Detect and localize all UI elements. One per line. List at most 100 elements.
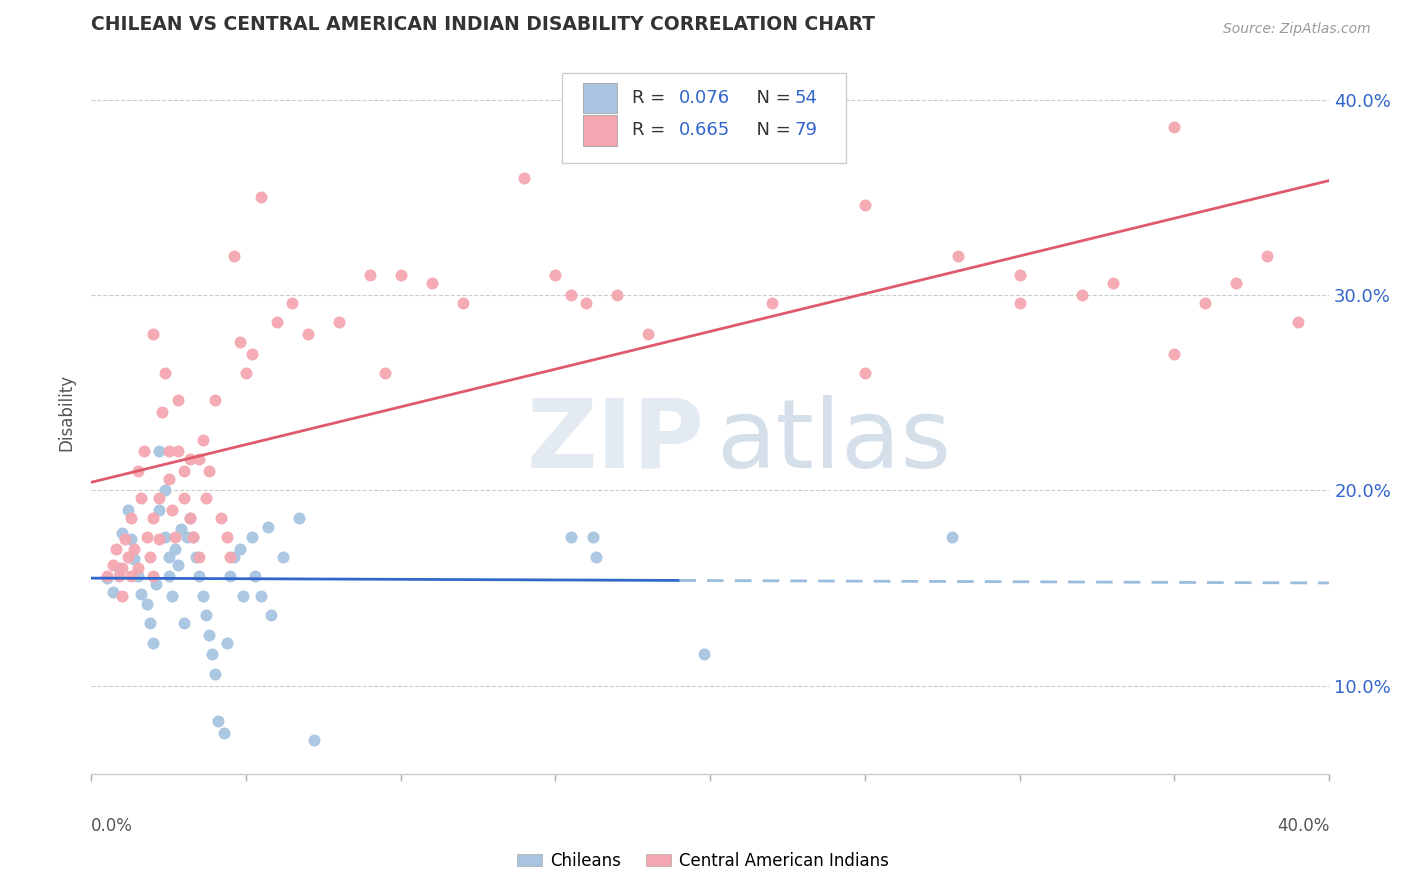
- Point: [1286, 315, 1309, 329]
- Text: 79: 79: [794, 121, 817, 139]
- Point: [219, 549, 242, 564]
- Point: [101, 585, 124, 599]
- Point: [120, 510, 142, 524]
- Point: [250, 190, 273, 204]
- Point: [1194, 295, 1216, 310]
- Point: [260, 608, 283, 623]
- Point: [108, 569, 131, 583]
- Point: [176, 530, 198, 544]
- Point: [163, 530, 186, 544]
- Point: [197, 628, 219, 642]
- Point: [359, 268, 381, 283]
- Point: [513, 170, 536, 185]
- Point: [281, 295, 304, 310]
- Point: [117, 549, 139, 564]
- Point: [129, 587, 152, 601]
- Point: [96, 569, 118, 583]
- Text: 0.0%: 0.0%: [91, 816, 134, 835]
- Point: [544, 268, 567, 283]
- Point: [166, 558, 188, 572]
- Point: [217, 636, 239, 650]
- Point: [114, 532, 136, 546]
- Y-axis label: Disability: Disability: [58, 374, 75, 450]
- Point: [302, 733, 325, 747]
- Point: [186, 549, 208, 564]
- Point: [194, 608, 217, 623]
- Point: [181, 530, 204, 544]
- Point: [127, 464, 149, 478]
- Text: 0.665: 0.665: [679, 121, 731, 139]
- Point: [148, 491, 170, 505]
- Point: [451, 295, 474, 310]
- Point: [229, 334, 252, 349]
- Point: [173, 464, 195, 478]
- Point: [209, 510, 232, 524]
- Point: [853, 198, 876, 212]
- Text: N =: N =: [745, 89, 796, 107]
- Point: [1225, 277, 1247, 291]
- Point: [157, 472, 180, 486]
- Point: [135, 530, 157, 544]
- Point: [142, 636, 165, 650]
- FancyBboxPatch shape: [582, 83, 617, 113]
- Point: [389, 268, 412, 283]
- Point: [188, 569, 211, 583]
- Point: [148, 444, 170, 458]
- Point: [256, 520, 278, 534]
- Point: [150, 405, 173, 419]
- Point: [111, 561, 134, 575]
- Text: 54: 54: [794, 89, 817, 107]
- Point: [245, 569, 267, 583]
- Point: [229, 541, 252, 556]
- Point: [941, 530, 963, 544]
- Point: [222, 249, 245, 263]
- Point: [188, 549, 211, 564]
- Point: [581, 530, 603, 544]
- Point: [108, 561, 131, 575]
- Point: [120, 532, 142, 546]
- Point: [194, 491, 217, 505]
- Text: 40.0%: 40.0%: [1277, 816, 1329, 835]
- Point: [124, 541, 146, 556]
- Point: [761, 295, 783, 310]
- Point: [181, 530, 204, 544]
- Point: [96, 571, 118, 585]
- Point: [606, 288, 628, 302]
- Point: [693, 648, 716, 662]
- Point: [212, 725, 235, 739]
- Point: [160, 503, 183, 517]
- Point: [197, 464, 219, 478]
- Point: [204, 393, 226, 408]
- Point: [129, 491, 152, 505]
- Point: [207, 714, 229, 728]
- Point: [145, 577, 167, 591]
- Point: [111, 589, 134, 603]
- FancyBboxPatch shape: [582, 115, 617, 145]
- Point: [1163, 120, 1185, 134]
- Point: [287, 510, 309, 524]
- Point: [191, 589, 214, 603]
- Point: [235, 366, 257, 380]
- Point: [1101, 277, 1123, 291]
- Point: [142, 510, 165, 524]
- Point: [142, 569, 165, 583]
- Point: [155, 483, 177, 498]
- Point: [1070, 288, 1092, 302]
- Point: [201, 648, 224, 662]
- Point: [232, 589, 254, 603]
- Point: [117, 503, 139, 517]
- Point: [204, 667, 226, 681]
- Point: [173, 616, 195, 631]
- Point: [155, 366, 177, 380]
- Point: [946, 249, 969, 263]
- Point: [160, 589, 183, 603]
- Text: 0.076: 0.076: [679, 89, 730, 107]
- Legend: Chileans, Central American Indians: Chileans, Central American Indians: [510, 846, 896, 877]
- Point: [560, 288, 582, 302]
- Point: [374, 366, 396, 380]
- Text: N =: N =: [745, 121, 796, 139]
- Point: [166, 393, 188, 408]
- Point: [139, 549, 162, 564]
- Point: [1008, 295, 1031, 310]
- Point: [1256, 249, 1278, 263]
